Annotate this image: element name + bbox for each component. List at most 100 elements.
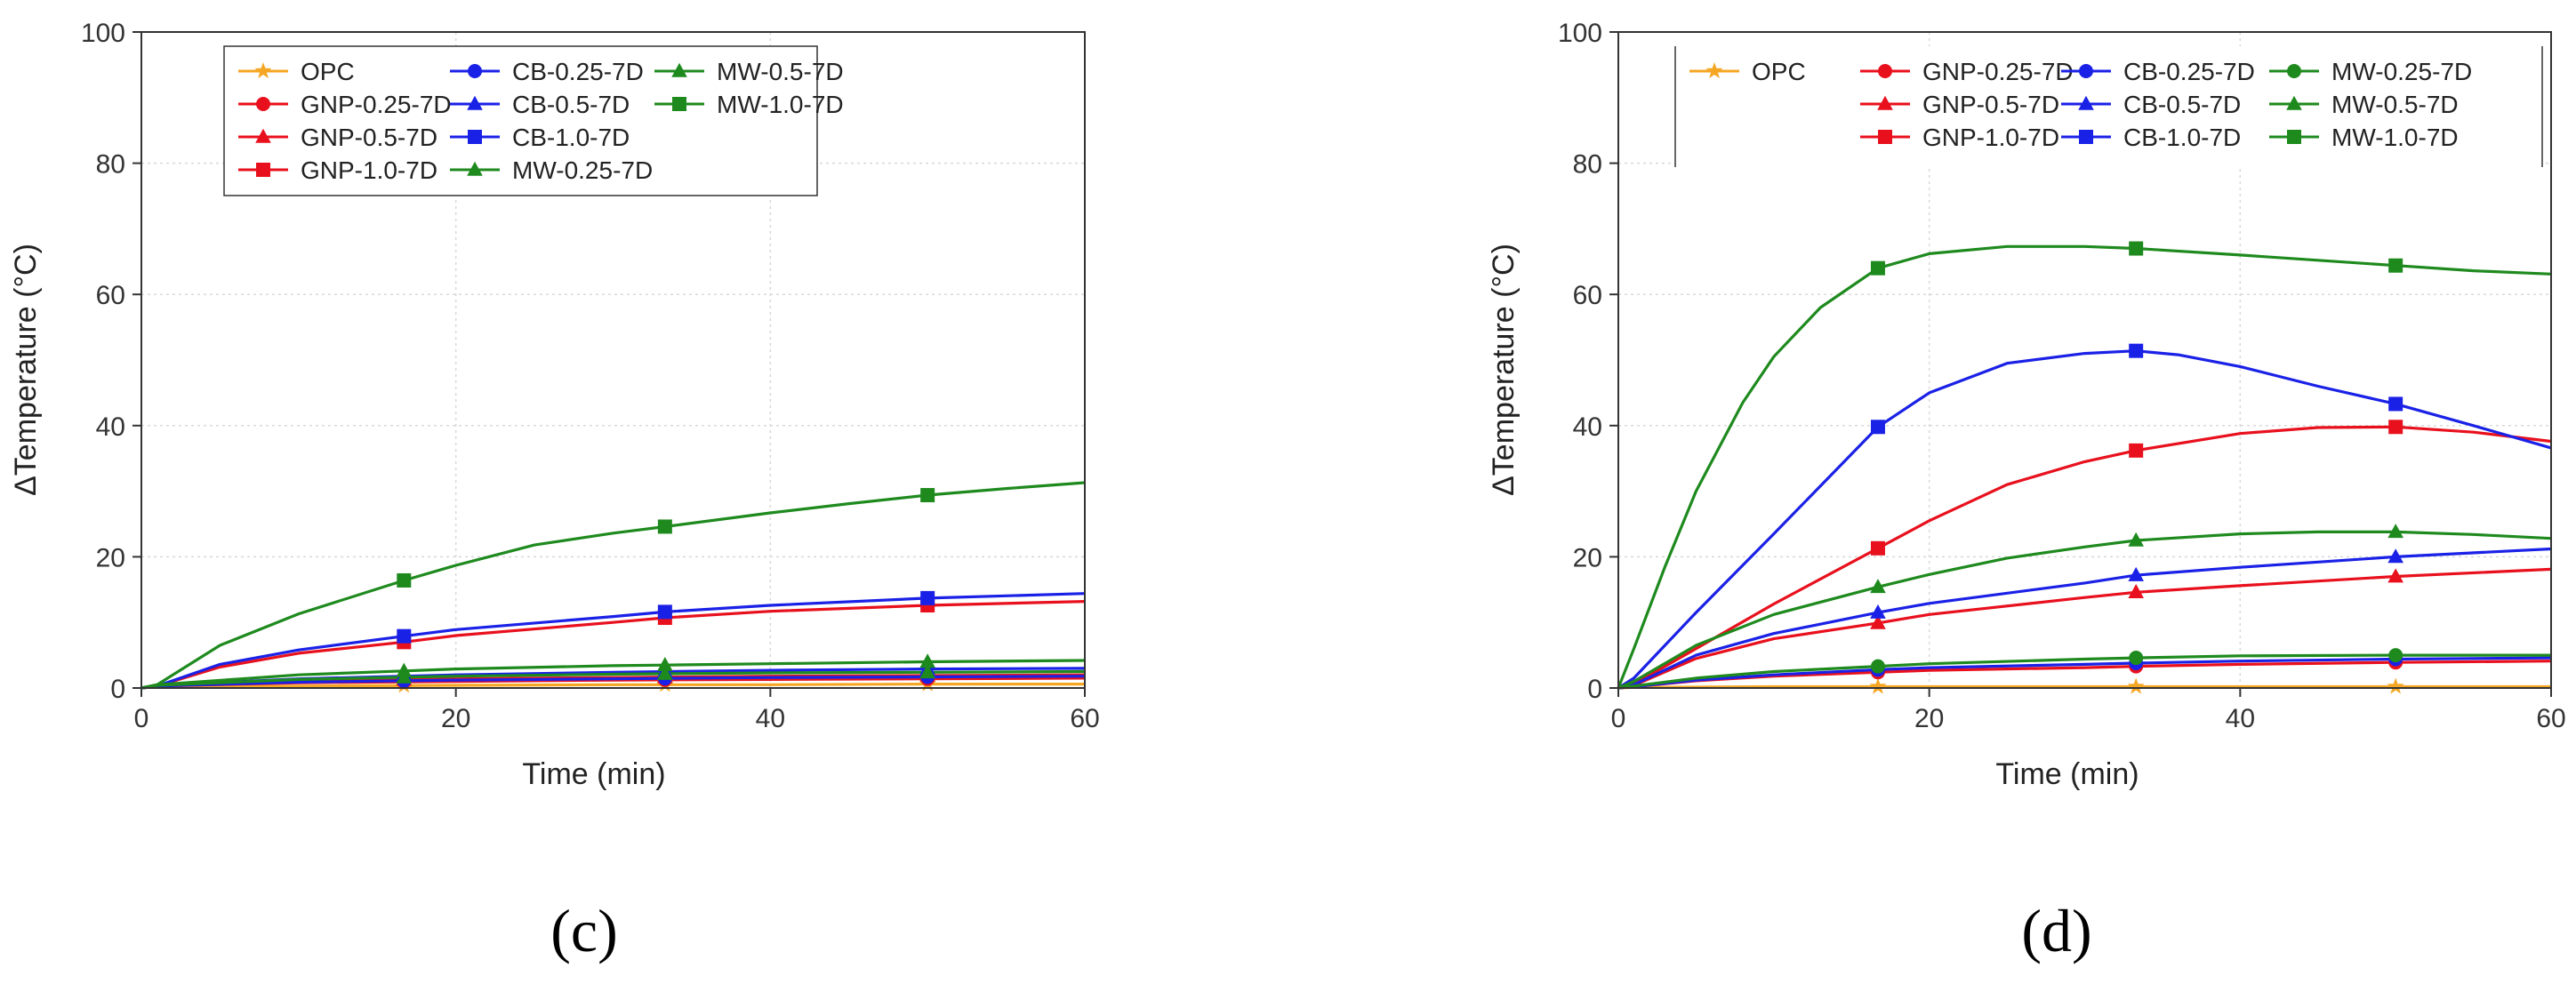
data-point-GNP-0.5-7D <box>2387 568 2403 583</box>
data-point-MW-0.5-7D <box>2387 524 2403 539</box>
panel-label-c: (c) <box>550 897 617 964</box>
y-tick-label: 100 <box>1558 19 1602 48</box>
x-tick-label: 20 <box>1914 704 1944 733</box>
data-point-OPC <box>2127 677 2145 694</box>
legend-label-MW-1.0-7D: MW-1.0-7D <box>717 91 844 118</box>
legend-label-GNP-0.25-7D: GNP-0.25-7D <box>1922 58 2074 85</box>
legend-marker-GNP-1.0-7D <box>256 163 270 177</box>
legend-marker-OPC <box>254 62 272 79</box>
legend-label-CB-0.25-7D: CB-0.25-7D <box>512 58 644 85</box>
x-tick-label: 40 <box>756 704 785 733</box>
legend-label-MW-0.25-7D: MW-0.25-7D <box>2331 58 2472 85</box>
series-markers-d <box>1869 241 2404 694</box>
series-line-CB-0.5-7D <box>1617 547 2552 690</box>
series-line-MW-0.5-7D <box>1617 530 2552 690</box>
legend-label-GNP-0.5-7D: GNP-0.5-7D <box>301 124 437 151</box>
y-tick-label: 100 <box>81 19 125 48</box>
data-point-CB-0.5-7D <box>1870 604 1886 619</box>
y-tick-label: 20 <box>96 543 125 572</box>
legend-marker-MW-1.0-7D <box>672 97 686 111</box>
data-point-MW-1.0-7D <box>2129 241 2144 256</box>
y-tick-label: 0 <box>110 675 125 704</box>
data-point-MW-0.5-7D <box>396 662 413 677</box>
x-tick-label: 60 <box>2536 704 2565 733</box>
legend-marker-GNP-1.0-7D <box>1878 130 1892 144</box>
data-point-GNP-1.0-7D <box>1870 540 1885 556</box>
legend-label-CB-0.5-7D: CB-0.5-7D <box>2123 91 2241 118</box>
legend-marker-MW-0.25-7D <box>467 161 483 176</box>
data-point-CB-1.0-7D <box>2129 343 2144 358</box>
y-tick-label: 20 <box>1573 543 1602 572</box>
legend-label-GNP-0.25-7D: GNP-0.25-7D <box>301 91 452 118</box>
tick-labels-c: 0 20 40 60 0 20 40 60 80 100 <box>81 19 1100 733</box>
x-axis-title-d: Time (min) <box>1995 757 2139 791</box>
legend-marker-MW-1.0-7D <box>2287 130 2301 144</box>
series-line-MW-0.25-7D <box>1617 653 2551 690</box>
legend-label-GNP-1.0-7D: GNP-1.0-7D <box>301 156 437 184</box>
data-point-OPC <box>2387 677 2404 694</box>
data-point-MW-0.5-7D <box>1870 579 1886 594</box>
legend-label-OPC: OPC <box>301 58 355 85</box>
y-tick-label: 40 <box>1573 412 1602 442</box>
series-line-GNP-0.5-7D <box>1617 567 2552 690</box>
legend-marker-CB-0.5-7D <box>467 95 483 110</box>
x-axis-title-c: Time (min) <box>522 757 665 791</box>
data-point-GNP-0.5-7D <box>2128 584 2144 599</box>
data-point-MW-0.5-7D <box>919 653 935 668</box>
legend-marker-OPC <box>1705 62 1723 79</box>
legend-marker-MW-0.5-7D <box>2286 95 2302 110</box>
panel-label-d: (d) <box>2021 897 2091 964</box>
axes-d <box>1609 31 2552 697</box>
data-point-CB-1.0-7D <box>2388 396 2403 412</box>
legend-box <box>223 45 818 196</box>
data-point-GNP-1.0-7D <box>2388 420 2403 435</box>
data-point-CB-1.0-7D <box>657 604 672 620</box>
series-line-MW-1.0-7D <box>1617 244 2552 689</box>
legend-marker-GNP-0.5-7D <box>255 128 271 143</box>
data-point-MW-0.25-7D <box>657 665 673 680</box>
data-point-OPC <box>1869 677 1887 694</box>
legend-label-MW-0.25-7D: MW-0.25-7D <box>512 156 653 184</box>
series-line-CB-1.0-7D <box>1617 349 2552 690</box>
data-point-GNP-1.0-7D <box>2129 443 2144 458</box>
legend-marker-GNP-0.25-7D <box>256 97 270 111</box>
data-point-MW-1.0-7D <box>920 488 935 503</box>
data-point-MW-0.25-7D <box>919 664 935 679</box>
series-markers-c <box>395 488 936 693</box>
legend-marker-CB-1.0-7D <box>2079 130 2093 144</box>
legend-label-CB-1.0-7D: CB-1.0-7D <box>2123 124 2241 151</box>
data-point-CB-0.5-7D <box>2128 566 2144 581</box>
series-line-CB-1.0-7D <box>140 592 1086 690</box>
y-axis-title-c: ΔTemperature (°C) <box>9 244 43 496</box>
legend-label-CB-0.5-7D: CB-0.5-7D <box>512 91 630 118</box>
legend-marker-CB-0.25-7D <box>468 64 482 78</box>
legend-box <box>1675 46 2542 167</box>
legend-label-CB-1.0-7D: CB-1.0-7D <box>512 124 630 151</box>
y-tick-label: 80 <box>96 150 125 180</box>
data-point-MW-1.0-7D <box>657 519 672 534</box>
legend-label-CB-0.25-7D: CB-0.25-7D <box>2123 58 2255 85</box>
legend-label-MW-0.5-7D: MW-0.5-7D <box>2331 91 2459 118</box>
data-point-CB-1.0-7D <box>920 590 935 605</box>
data-point-CB-1.0-7D <box>1870 420 1885 435</box>
data-point-MW-1.0-7D <box>397 572 412 588</box>
legend-label-GNP-0.5-7D: GNP-0.5-7D <box>1922 91 2059 118</box>
legend-marker-GNP-0.25-7D <box>1878 64 1892 78</box>
legend-marker-CB-0.5-7D <box>2078 95 2094 110</box>
x-tick-label: 0 <box>1611 704 1626 733</box>
axes-c <box>132 31 1086 697</box>
y-tick-label: 0 <box>1587 675 1602 704</box>
legend-label-GNP-1.0-7D: GNP-1.0-7D <box>1922 124 2059 151</box>
data-point-GNP-0.5-7D <box>1870 614 1886 629</box>
data-point-MW-0.25-7D <box>2388 648 2403 663</box>
legend-marker-CB-1.0-7D <box>468 130 482 144</box>
plot-frame <box>1617 31 2552 689</box>
y-tick-label: 60 <box>96 281 125 310</box>
chart-panel-c: 0 20 40 60 0 20 40 60 80 100 Time (min) ΔTemperat… <box>9 19 1100 964</box>
y-tick-label: 60 <box>1573 281 1602 310</box>
tick-labels-d: 0 20 40 60 0 20 40 60 80 100 <box>1558 19 2566 733</box>
legend-label-MW-0.5-7D: MW-0.5-7D <box>717 58 844 85</box>
legend-marker-GNP-0.5-7D <box>1877 95 1893 110</box>
y-tick-label: 40 <box>96 412 125 442</box>
